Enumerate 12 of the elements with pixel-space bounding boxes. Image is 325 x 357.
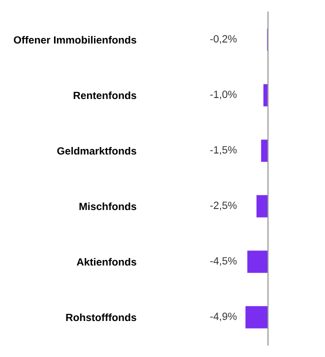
data-label: -2,5% [210, 202, 237, 210]
y-tick-label: Aktienfonds [76, 258, 136, 266]
y-tick-label: Offener Immobilienfonds [14, 36, 136, 44]
y-tick-label: Rentenfonds [74, 91, 136, 100]
data-label: -4,9% [210, 312, 237, 322]
data-label: -4,5% [210, 257, 237, 266]
y-tick-label: Rohstofffonds [66, 313, 136, 322]
data-label: -1,5% [210, 146, 237, 155]
y-tick-label: Mischfonds [79, 202, 136, 210]
data-label: -0,2% [210, 35, 237, 44]
y-tick-label: Geldmarktfonds [57, 146, 136, 155]
data-label: -1,0% [210, 90, 237, 100]
